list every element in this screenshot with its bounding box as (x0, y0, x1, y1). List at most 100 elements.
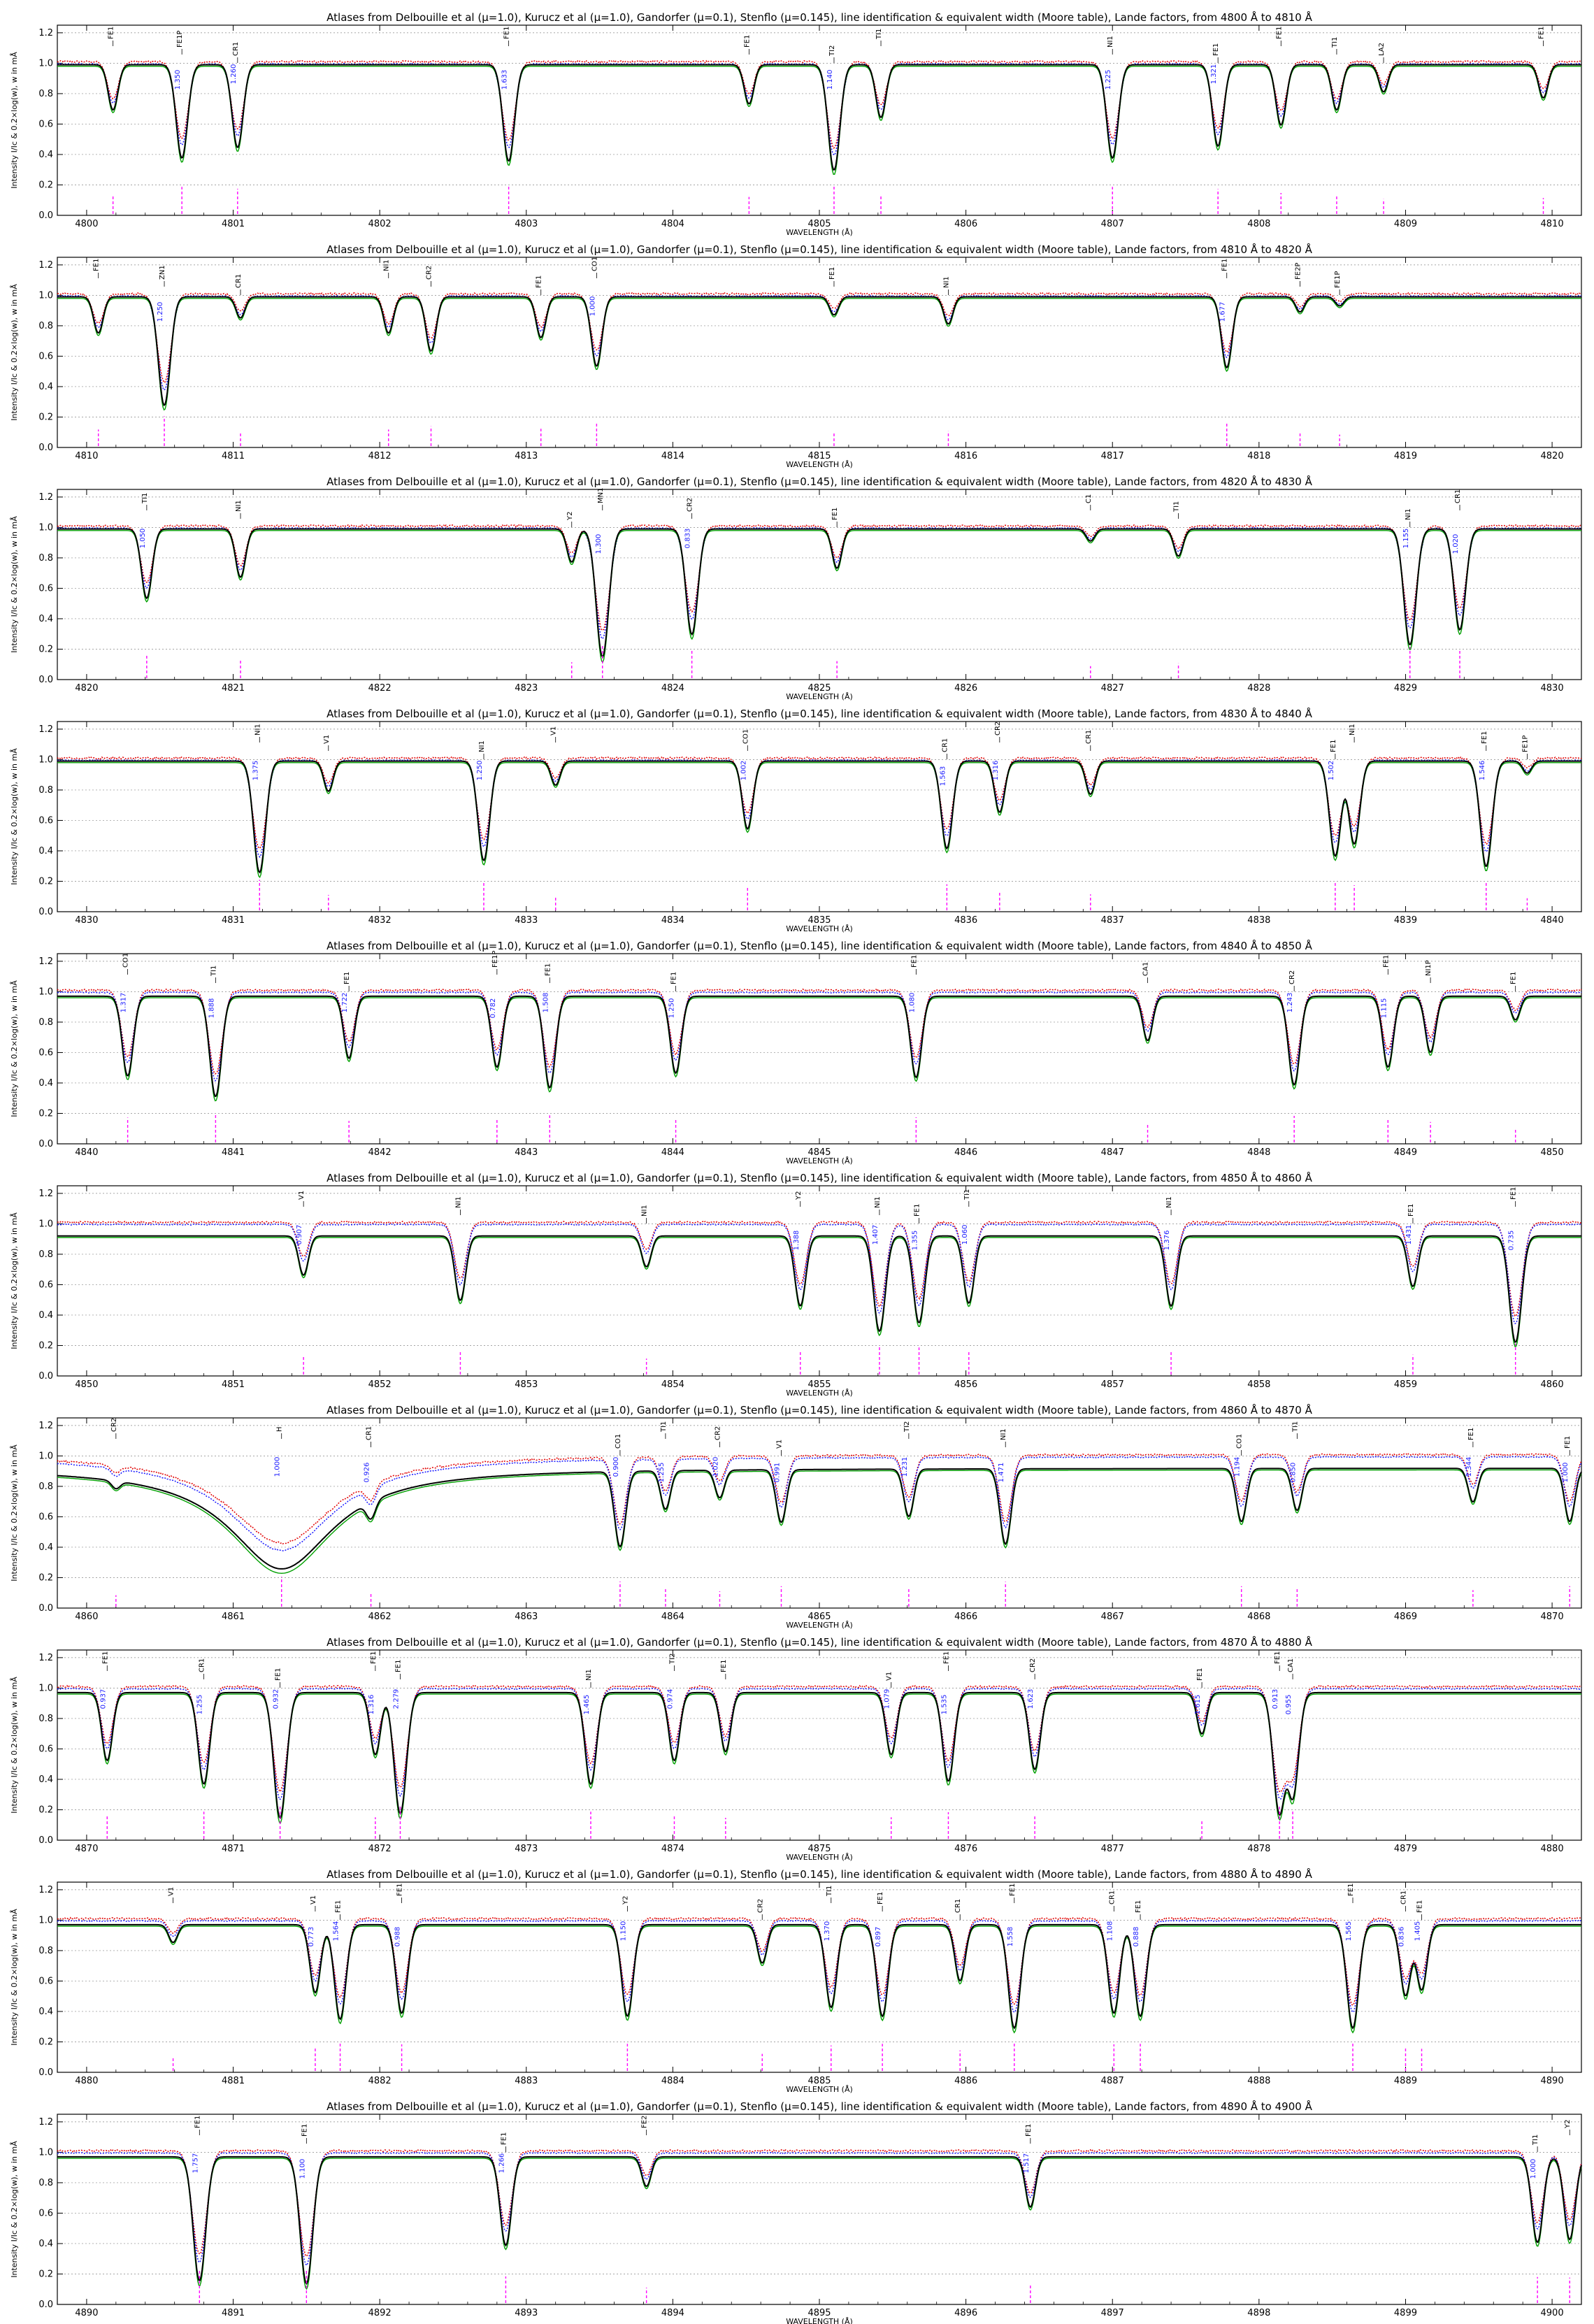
x-tick-label: 4870 (1541, 1612, 1564, 1622)
x-tick-label: 4842 (368, 1147, 392, 1158)
line-id-label: NI1 (235, 500, 243, 512)
equivalent-width-label: 0.773 (308, 1927, 315, 1947)
y-tick-label: 0.2 (38, 1108, 53, 1119)
equivalent-width-label: 1.140 (826, 70, 834, 90)
series-delbouille (57, 1235, 1581, 1343)
x-tick-label: 4847 (1101, 1147, 1124, 1158)
line-id-label: NI1 (454, 1196, 462, 1208)
line-id-label: FE1 (1481, 731, 1488, 744)
equivalent-width-label: 0.836 (1398, 1927, 1405, 1947)
x-tick-label: 4845 (807, 1147, 831, 1158)
line-id-label: MN1 (597, 488, 605, 503)
series-kurucz (57, 1925, 1581, 2034)
x-tick-label: 4870 (75, 1844, 98, 1854)
x-tick-label: 4835 (807, 915, 831, 926)
y-tick-label: 0.2 (38, 412, 53, 422)
y-tick-label: 0.4 (38, 382, 53, 392)
line-id-label: FE1 (1510, 972, 1518, 984)
plot-frame (57, 721, 1582, 912)
x-tick-label: 4824 (661, 683, 684, 694)
y-tick-label: 1.0 (38, 522, 53, 533)
series-stenflo (57, 2151, 1582, 2267)
line-id-label: FE1 (670, 972, 678, 984)
x-tick-label: 4880 (75, 2076, 98, 2086)
line-id-label: NI1 (383, 259, 391, 271)
line-id-label: FE1 (914, 1204, 921, 1217)
spectrum-panel-4: Atlases from Delbouille et al (μ=1.0), K… (10, 707, 1582, 933)
line-id-label: FE1 (1274, 1651, 1281, 1664)
line-id-label: CO1 (1236, 1434, 1244, 1449)
line-id-label: CR1 (232, 42, 240, 56)
y-tick-label: 0.0 (38, 1139, 53, 1149)
line-id-label: NI1 (1000, 1428, 1007, 1440)
series-kurucz (57, 1237, 1581, 1347)
line-id-label: Y2 (566, 512, 574, 521)
line-id-label: FE2 (641, 2116, 649, 2128)
panel-title: Atlases from Delbouille et al (μ=1.0), K… (326, 707, 1312, 720)
x-tick-label: 4888 (1247, 2076, 1270, 2086)
x-axis-label: WAVELENGTH (Å) (786, 924, 853, 933)
line-id-label: FE1 (877, 1892, 884, 1905)
line-id-label: FE1 (500, 2132, 508, 2145)
y-axis-label: Intensity I/Ic & 0.2×log(w), w in mÅ (10, 516, 19, 653)
y-tick-label: 0.8 (38, 1714, 53, 1724)
x-tick-label: 4892 (368, 2308, 392, 2318)
line-id-label: FE1 (1467, 1428, 1475, 1440)
equivalent-width-label: 1.020 (712, 1457, 719, 1477)
series-gandorfer (57, 1453, 1582, 1544)
equivalent-width-label: 1.000 (274, 1457, 282, 1477)
line-id-label: TI1 (210, 966, 217, 977)
x-tick-label: 4853 (515, 1379, 538, 1390)
series-delbouille (57, 995, 1581, 1098)
series-stenflo (57, 1223, 1582, 1325)
y-tick-label: 0.6 (38, 2208, 53, 2218)
y-tick-label: 0.8 (38, 321, 53, 331)
x-tick-label: 4828 (1247, 683, 1270, 694)
line-id-label: NI1 (1107, 36, 1114, 48)
equivalent-width-label: 1.405 (1414, 1921, 1422, 1942)
x-tick-label: 4840 (1541, 915, 1564, 926)
equivalent-width-label: 1.225 (1105, 70, 1112, 90)
line-id-label: NI1 (585, 1669, 593, 1681)
equivalent-width-label: 1.155 (1402, 529, 1410, 549)
equivalent-width-label: 0.897 (875, 1927, 882, 1947)
series-delbouille (57, 1923, 1581, 2030)
line-id-label: CR1 (235, 274, 243, 288)
x-tick-label: 4899 (1394, 2308, 1417, 2318)
line-id-label: FE1 (93, 259, 101, 271)
x-tick-label: 4893 (515, 2308, 538, 2318)
series-kurucz (57, 298, 1581, 411)
x-tick-label: 4806 (954, 219, 977, 229)
equivalent-width-label: 1.250 (157, 302, 164, 322)
equivalent-width-label: 1.722 (341, 993, 349, 1013)
x-tick-label: 4839 (1394, 915, 1417, 926)
line-id-label: CR1 (941, 738, 949, 752)
y-axis-label: Intensity I/Ic & 0.2×log(w), w in mÅ (10, 284, 19, 421)
equivalent-width-label: 1.255 (658, 1463, 666, 1483)
x-tick-label: 4874 (661, 1844, 684, 1854)
x-tick-label: 4886 (954, 2076, 977, 2086)
equivalent-width-label: 1.000 (1530, 2159, 1537, 2179)
equivalent-width-label: 0.850 (1289, 1463, 1297, 1483)
line-id-label: V1 (550, 726, 558, 736)
line-id-label: FE1 (1009, 1884, 1017, 1896)
spectrum-panel-3: Atlases from Delbouille et al (μ=1.0), K… (10, 475, 1582, 701)
equivalent-width-label: 1.260 (230, 64, 238, 85)
line-id-label: TI1 (1532, 2135, 1539, 2146)
y-tick-label: 0.2 (38, 180, 53, 190)
line-id-label: ZN1 (159, 265, 166, 280)
equivalent-width-label: 0.907 (296, 1225, 303, 1245)
series-stenflo (57, 991, 1582, 1082)
equivalent-width-label: 1.431 (1405, 1225, 1413, 1245)
series-delbouille (57, 760, 1581, 874)
x-tick-label: 4862 (368, 1612, 392, 1622)
x-tick-label: 4843 (515, 1147, 538, 1158)
y-tick-label: 0.6 (38, 1976, 53, 1986)
line-id-label: FE1 (1510, 1187, 1518, 1200)
y-tick-label: 0.8 (38, 2178, 53, 2188)
equivalent-width-label: 1.194 (1234, 1457, 1242, 1477)
y-axis-label: Intensity I/Ic & 0.2×log(w), w in mÅ (10, 1212, 19, 1349)
line-id-label: FE1P (1521, 736, 1529, 752)
y-tick-label: 1.0 (38, 754, 53, 765)
line-id-label: FE1 (194, 2116, 201, 2128)
